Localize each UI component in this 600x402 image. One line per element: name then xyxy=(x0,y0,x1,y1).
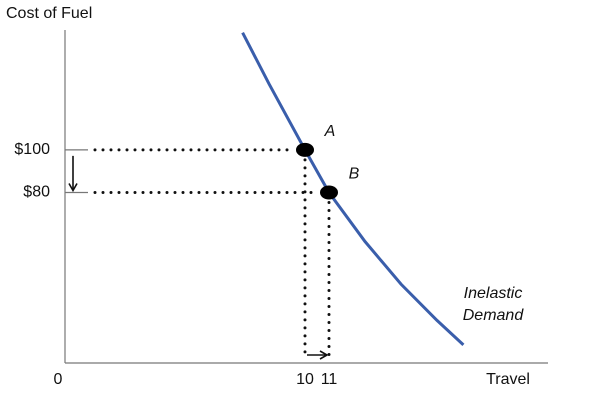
x-tick-label: 11 xyxy=(321,371,338,388)
x-tick-label: 0 xyxy=(54,371,63,388)
y-tick-label: $100 xyxy=(14,141,50,158)
point xyxy=(296,142,314,157)
y-tick-label: $80 xyxy=(23,184,50,201)
y-axis-title: Cost of Fuel xyxy=(6,5,92,22)
x-axis-title: Travel xyxy=(486,371,530,388)
curve-label: Inelastic Demand xyxy=(463,285,525,324)
curve-label-line: Inelastic xyxy=(464,285,523,302)
x-tick-label: 10 xyxy=(296,371,314,388)
point-label: B xyxy=(349,166,360,183)
point xyxy=(320,185,338,200)
curve-label-line: Demand xyxy=(463,307,525,324)
point-label: A xyxy=(324,123,336,140)
demand-curve xyxy=(241,31,465,346)
